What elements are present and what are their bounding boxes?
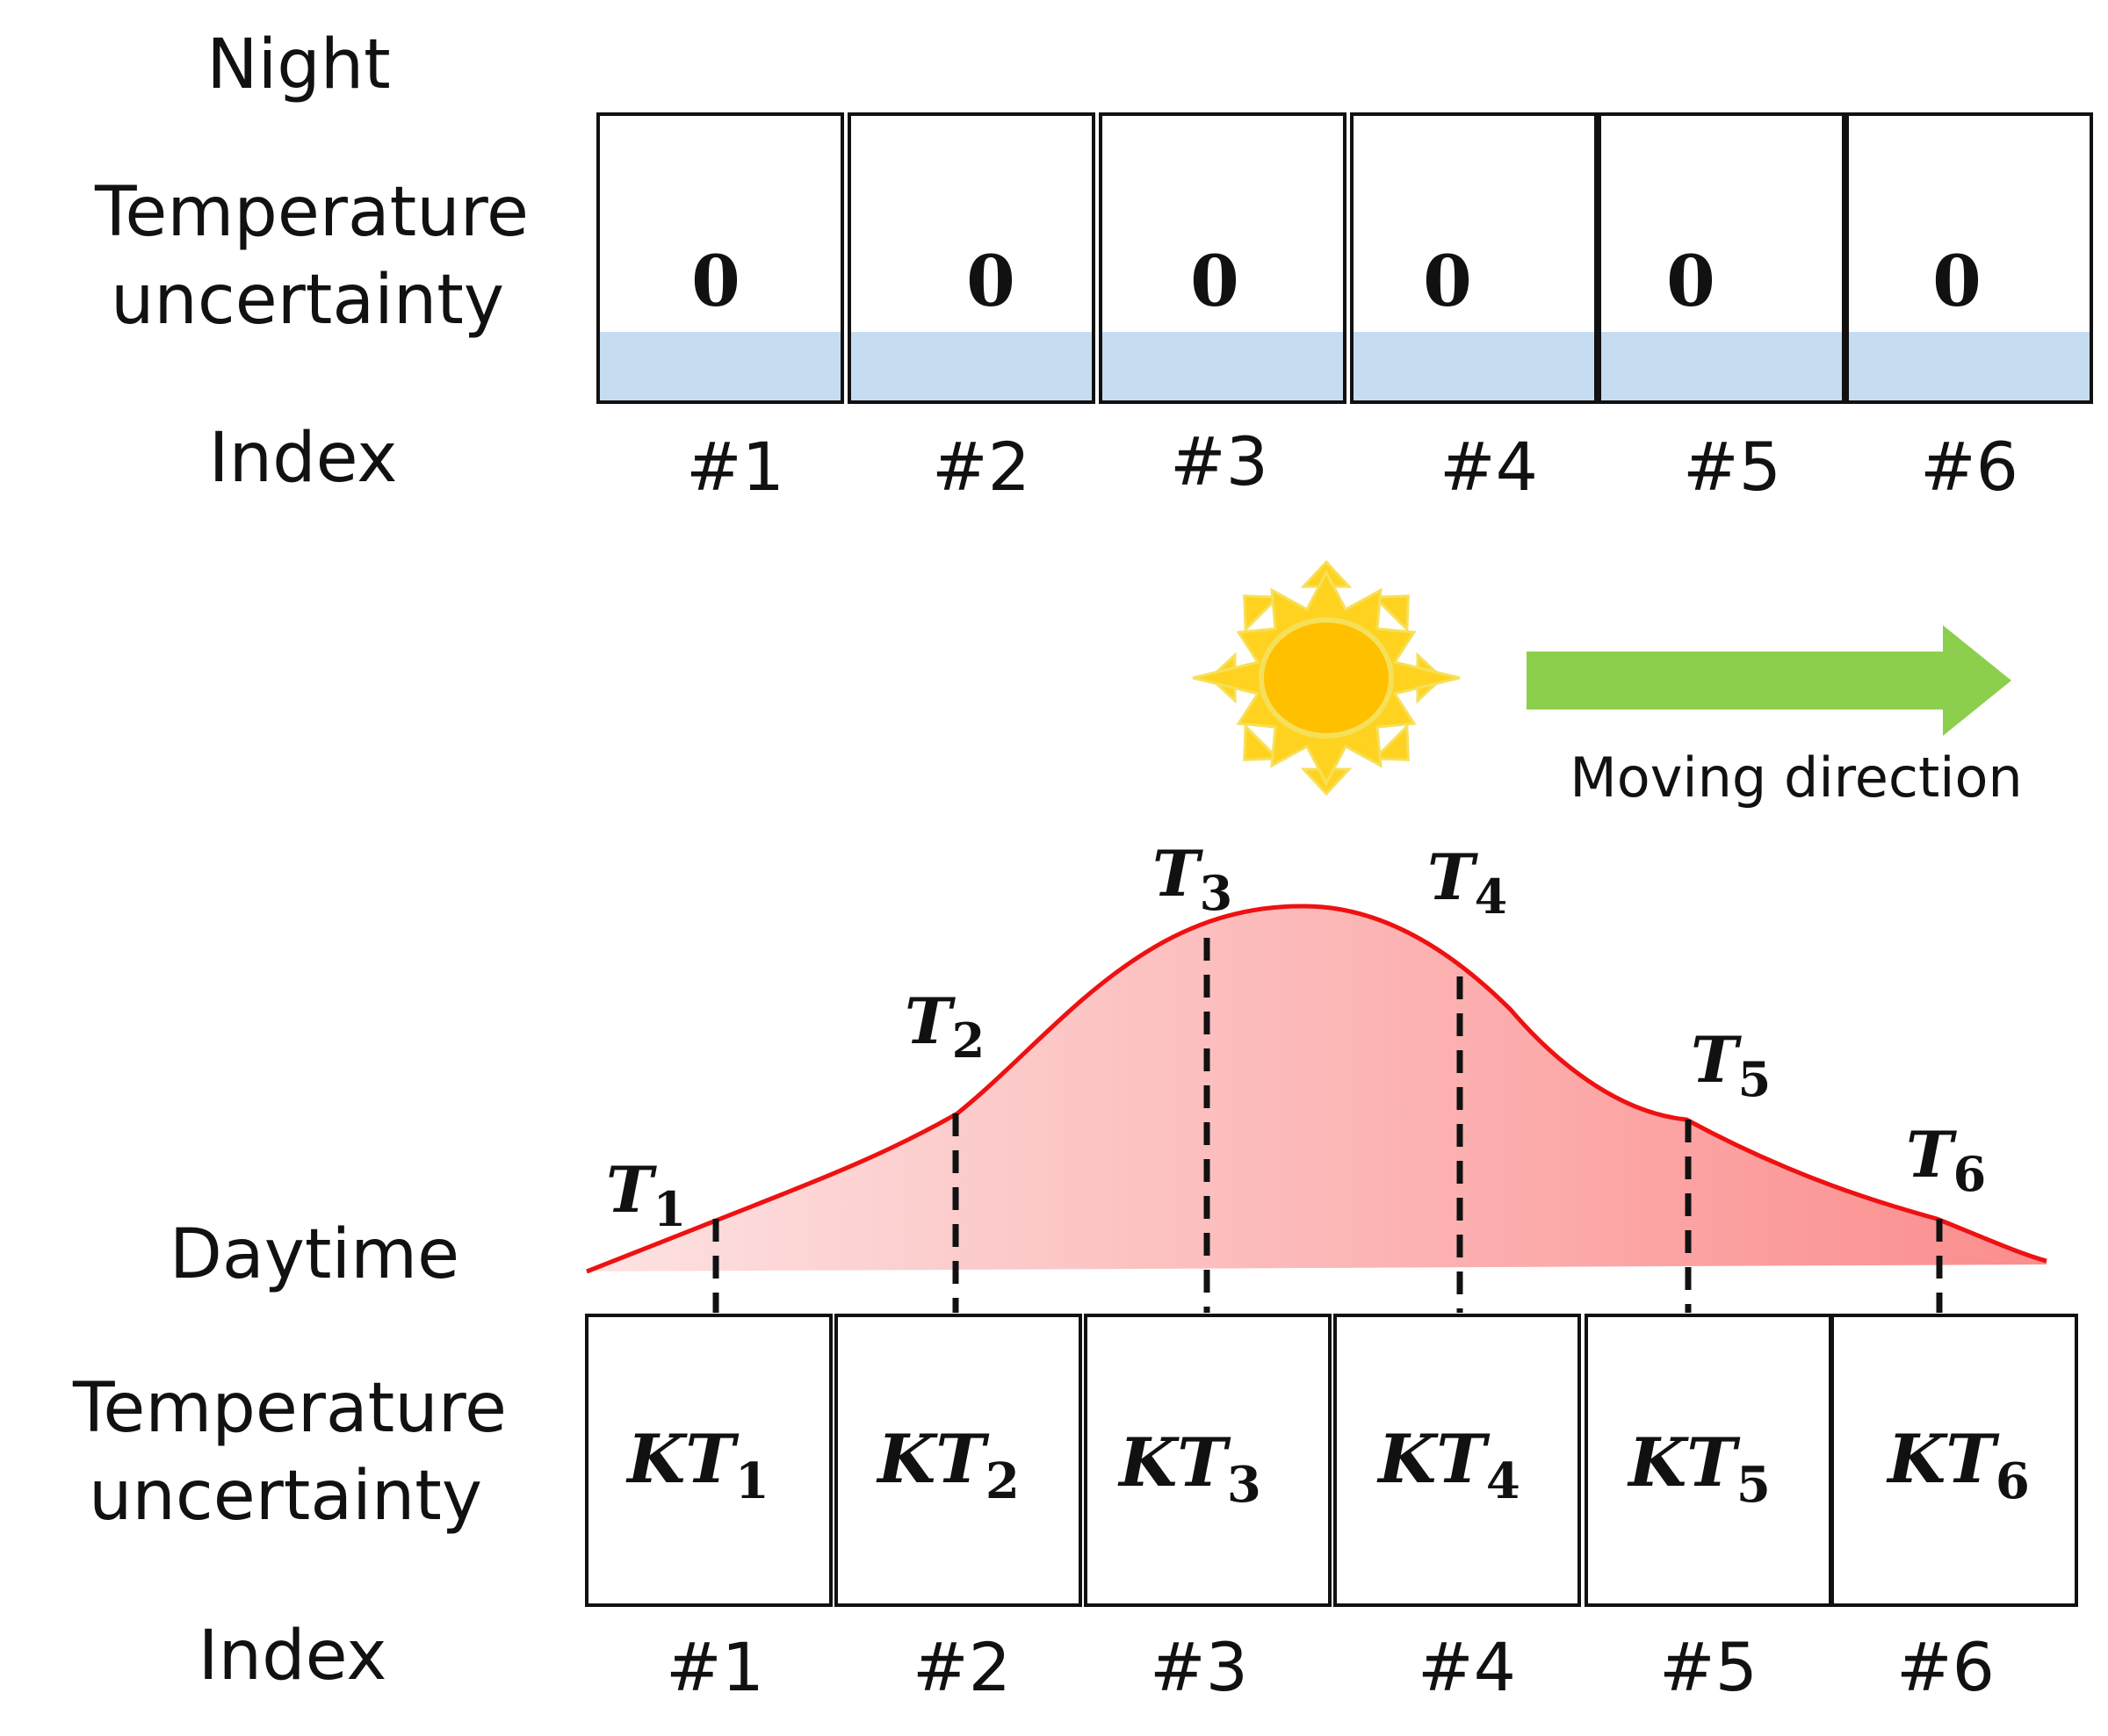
daytime-cell-5: KT5 #5 (1585, 1314, 1832, 1706)
curve-label-t6: T6 (1906, 1117, 1986, 1202)
daytime-cell-box (1830, 1314, 2078, 1607)
night-band (1599, 332, 1844, 402)
daytime-cell-box (1084, 1314, 1332, 1607)
daytime-cell-box (1333, 1314, 1581, 1607)
night-cell-index: #5 (1683, 428, 1781, 506)
night-cell-box (1845, 112, 2093, 404)
night-cell-value: 0 (1190, 240, 1239, 322)
daytime-section: Daytime Temperature uncertainty Index KT… (72, 1215, 2078, 1706)
curve-line (586, 904, 2047, 1274)
night-cell-box (1350, 112, 1598, 404)
daytime-cell-box (834, 1314, 1082, 1607)
daytime-cell-value: KT1 (625, 1420, 769, 1510)
daytime-cell-box (585, 1314, 833, 1607)
daytime-row-label-line1: Temperature (72, 1369, 507, 1448)
night-band (1101, 332, 1345, 402)
night-section: Night Temperature uncertainty Index 0 #1… (94, 25, 2093, 506)
daytime-cell-value: KT3 (1117, 1423, 1261, 1514)
curve-dashed-markers (712, 938, 1943, 1313)
night-cell-3: 0 #3 (1099, 112, 1346, 501)
daytime-cell-value: KT5 (1627, 1423, 1771, 1514)
temperature-curve: T1 T2 T3 T4 T5 T6 (586, 836, 2047, 1313)
daytime-cell-2: KT2 #2 (834, 1314, 1082, 1706)
curve-label-t1: T1 (606, 1152, 686, 1237)
curve-label-t5: T5 (1691, 1022, 1771, 1107)
night-cell-box (848, 112, 1095, 404)
daytime-cell-value: KT6 (1886, 1420, 2030, 1510)
right-arrow-icon (1527, 625, 2011, 736)
curve-label-t2: T2 (905, 983, 985, 1069)
night-band (1847, 332, 2091, 402)
night-cell-index: #4 (1440, 428, 1538, 506)
sun-icon (1192, 559, 1461, 796)
daytime-cell-1: KT1 #1 (585, 1314, 833, 1706)
night-cell-value: 0 (1932, 240, 1982, 322)
night-index-label: Index (209, 419, 398, 498)
night-band (598, 332, 842, 402)
night-row-label-line1: Temperature (94, 173, 529, 252)
daytime-cell-index: #1 (666, 1628, 764, 1706)
night-title: Night (206, 25, 391, 104)
night-cell-index: #3 (1170, 422, 1268, 501)
night-band (1352, 332, 1596, 402)
night-cell-index: #6 (1920, 428, 2018, 506)
night-cell-box (1099, 112, 1346, 404)
night-cell-4: 0 #4 (1350, 112, 1598, 506)
daytime-index-label: Index (199, 1617, 387, 1696)
night-cell-value: 0 (1423, 240, 1472, 322)
daytime-cell-box (1585, 1314, 1832, 1607)
daytime-cell-4: KT4 #4 (1333, 1314, 1581, 1706)
daytime-cell-index: #4 (1418, 1628, 1516, 1706)
daytime-cell-value: KT2 (876, 1420, 1020, 1510)
curve-label-t4: T4 (1427, 839, 1507, 925)
night-row-label-line2: uncertainty (111, 261, 504, 340)
night-cell-2: 0 #2 (848, 112, 1095, 506)
daytime-cell-6: KT6 #6 (1830, 1314, 2078, 1706)
night-cell-6: 0 #6 (1845, 112, 2093, 506)
moving-direction-label: Moving direction (1570, 746, 2022, 810)
daytime-cell-3: KT3 #3 (1084, 1314, 1332, 1706)
night-cell-index: #2 (932, 428, 1030, 506)
curve-fill (587, 905, 2047, 1271)
night-cell-index: #1 (686, 428, 784, 506)
daytime-row-label-line2: uncertainty (89, 1457, 482, 1536)
daytime-cell-index: #3 (1150, 1628, 1248, 1706)
curve-label-t3: T3 (1152, 836, 1232, 921)
daytime-cell-index: #2 (913, 1628, 1011, 1706)
daytime-cell-value: KT4 (1376, 1420, 1520, 1510)
night-cell-box (596, 112, 844, 404)
daytime-title: Daytime (170, 1215, 459, 1294)
night-cell-value: 0 (691, 240, 740, 322)
night-band (849, 332, 1094, 402)
daytime-cell-index: #5 (1659, 1628, 1758, 1706)
daytime-cell-index: #6 (1896, 1628, 1995, 1706)
night-cell-5: 0 #5 (1598, 112, 1845, 506)
night-cell-1: 0 #1 (596, 112, 844, 506)
night-cell-value: 0 (1666, 240, 1715, 322)
night-cell-value: 0 (966, 240, 1015, 322)
night-cell-box (1598, 112, 1845, 404)
moving-direction: Moving direction (1527, 625, 2023, 810)
